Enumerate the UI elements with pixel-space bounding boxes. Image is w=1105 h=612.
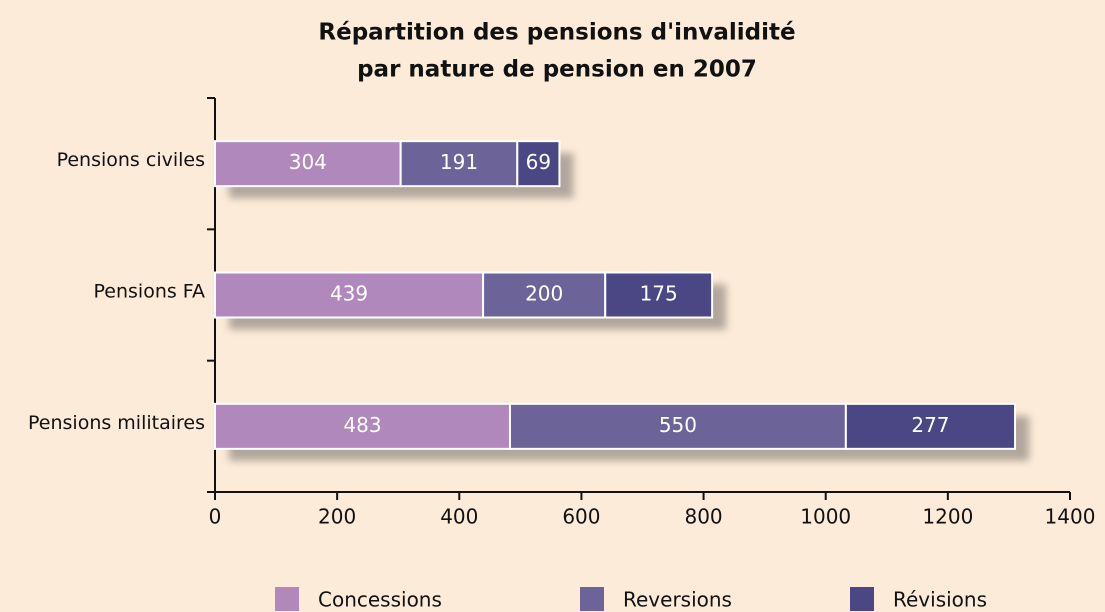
value-label: 191 — [440, 150, 478, 174]
legend-label: Concessions — [318, 588, 442, 612]
x-tick-label: 400 — [440, 505, 478, 529]
bar — [516, 140, 561, 188]
bar — [604, 271, 714, 319]
value-label: 439 — [330, 282, 368, 306]
value-label: 277 — [911, 413, 949, 437]
bar — [399, 140, 519, 188]
bar — [214, 140, 402, 188]
x-tick-label: 600 — [562, 505, 600, 529]
x-tick-label: 1000 — [800, 505, 851, 529]
legend-label: Révisions — [893, 588, 987, 612]
x-tick-label: 1200 — [922, 505, 973, 529]
value-label: 69 — [526, 150, 551, 174]
value-label: 200 — [525, 282, 563, 306]
y-tick-label: Pensions militaires — [28, 412, 205, 434]
value-label: 175 — [640, 282, 678, 306]
legend-label: Reversions — [623, 588, 732, 612]
value-label: 550 — [659, 413, 697, 437]
legend-swatch — [275, 587, 299, 611]
x-tick-label: 1400 — [1045, 505, 1096, 529]
chart-title: par nature de pension en 2007 — [357, 57, 757, 83]
value-label: 483 — [343, 413, 381, 437]
legend-swatch — [850, 587, 874, 611]
bar — [482, 271, 607, 319]
x-tick-label: 0 — [209, 505, 222, 529]
value-label: 304 — [289, 150, 327, 174]
bar — [214, 271, 485, 319]
bar — [214, 402, 511, 450]
y-tick-label: Pensions civiles — [57, 149, 205, 171]
x-tick-label: 200 — [318, 505, 356, 529]
bar — [508, 402, 847, 450]
legend-swatch — [580, 587, 604, 611]
chart-title: Répartition des pensions d'invalidité — [318, 20, 795, 46]
y-tick-label: Pensions FA — [94, 281, 205, 303]
bar — [844, 402, 1017, 450]
x-tick-label: 800 — [684, 505, 722, 529]
